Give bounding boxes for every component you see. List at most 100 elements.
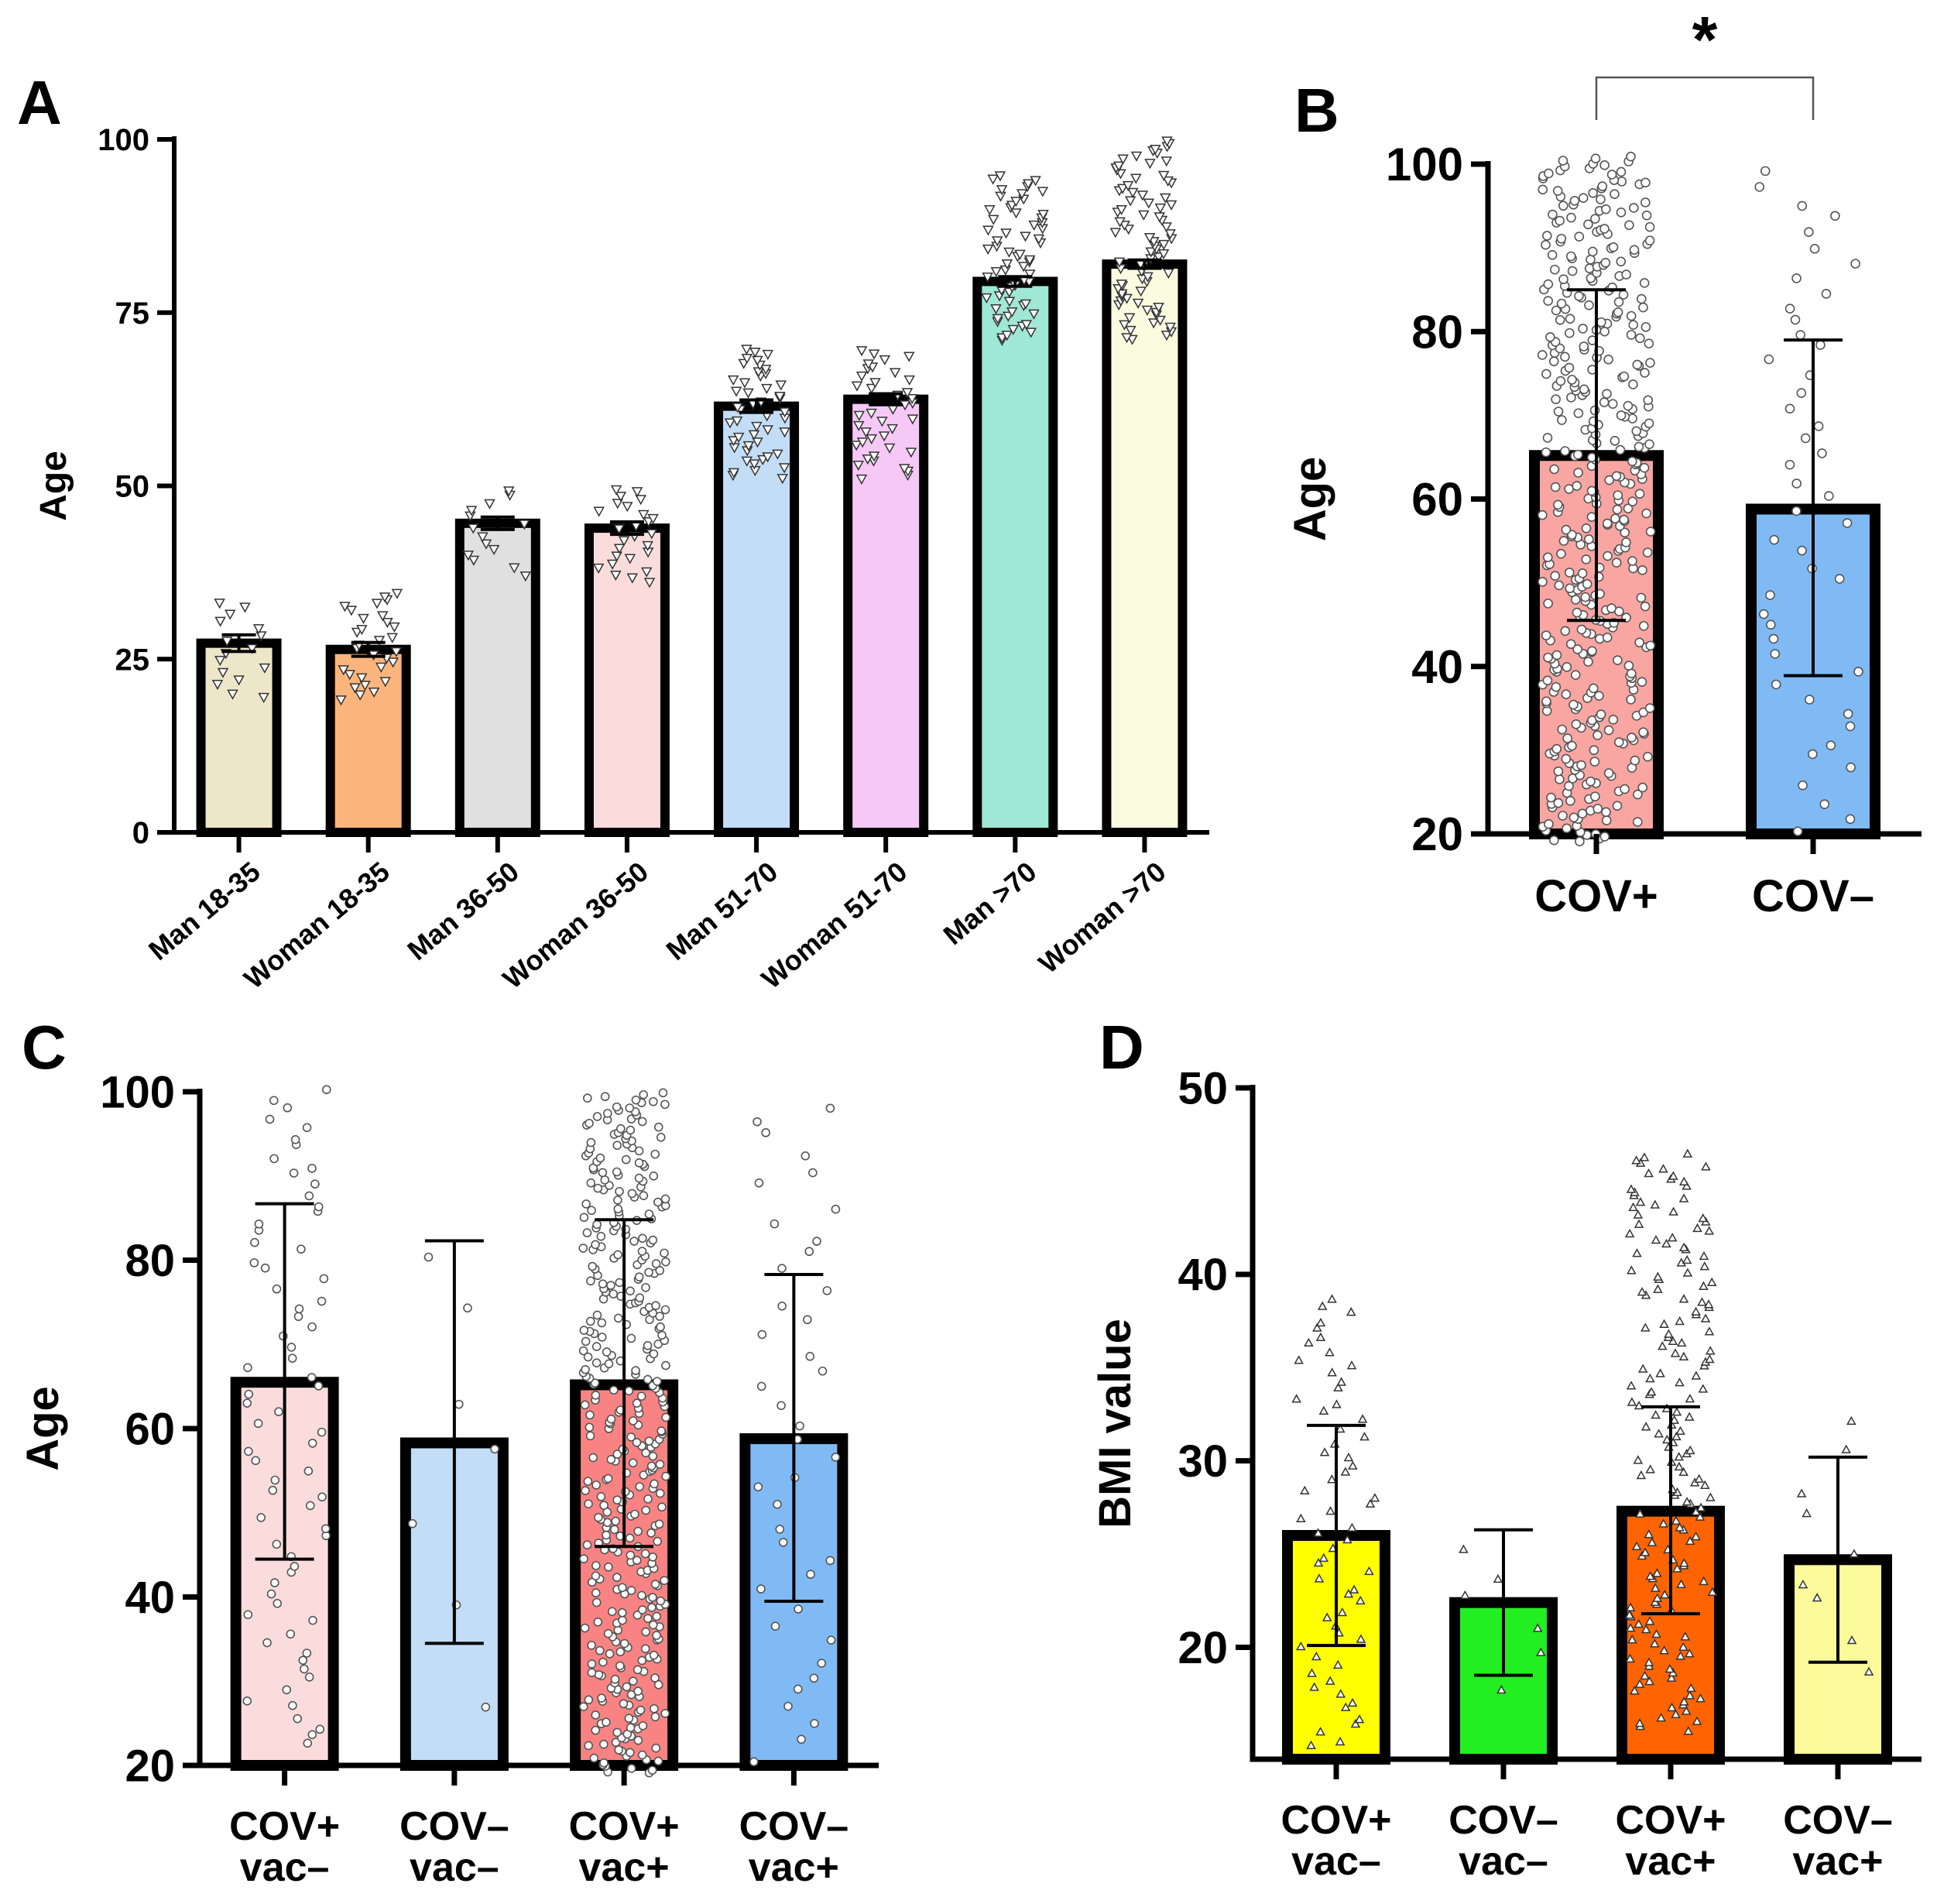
data-point bbox=[1535, 1647, 1546, 1656]
panel-b: B 20 40 60 80 100 Age COV+ COV– * bbox=[1285, 3, 1922, 921]
data-point bbox=[1637, 1287, 1647, 1296]
data-point bbox=[615, 1647, 626, 1657]
data-point bbox=[984, 205, 996, 216]
data-point bbox=[606, 1414, 616, 1424]
data-point bbox=[596, 1231, 606, 1241]
data-point bbox=[1651, 1234, 1661, 1244]
data-point bbox=[635, 1482, 645, 1491]
data-point bbox=[375, 662, 387, 673]
data-point bbox=[610, 570, 622, 581]
data-point bbox=[1343, 1452, 1354, 1462]
data-point bbox=[1644, 235, 1655, 245]
data-point bbox=[592, 1310, 602, 1320]
y-tick-label: 40 bbox=[1411, 641, 1463, 693]
data-point bbox=[1656, 1713, 1666, 1722]
data-point bbox=[650, 1703, 659, 1714]
data-point bbox=[1660, 1590, 1670, 1599]
data-point bbox=[856, 437, 869, 448]
data-point bbox=[728, 468, 740, 479]
data-point bbox=[1561, 753, 1572, 764]
y-tick-label: 50 bbox=[1178, 1063, 1228, 1113]
data-point bbox=[1145, 247, 1157, 258]
data-point bbox=[1846, 762, 1856, 773]
data-point bbox=[1791, 479, 1802, 489]
data-point bbox=[585, 1316, 595, 1326]
data-point bbox=[1770, 649, 1781, 659]
data-point bbox=[749, 1757, 759, 1767]
data-point bbox=[1560, 352, 1570, 362]
data-point bbox=[1136, 190, 1149, 201]
x-tick-label-line: COV– bbox=[739, 1804, 849, 1849]
x-tick-label: COV+ vac+ bbox=[569, 1804, 680, 1890]
data-point bbox=[1325, 1676, 1335, 1685]
data-point bbox=[1601, 807, 1611, 818]
data-point bbox=[761, 1128, 770, 1137]
data-point bbox=[1631, 1155, 1641, 1165]
data-point bbox=[622, 502, 633, 513]
data-point bbox=[1631, 1541, 1642, 1550]
data-point bbox=[1547, 250, 1558, 260]
data-point bbox=[1340, 1467, 1351, 1476]
data-point bbox=[1160, 222, 1172, 233]
data-point bbox=[770, 1219, 780, 1229]
data-point bbox=[579, 1213, 589, 1223]
data-point bbox=[1551, 743, 1562, 754]
data-point bbox=[724, 418, 736, 429]
data-point bbox=[1808, 749, 1818, 760]
data-point bbox=[585, 1410, 595, 1420]
data-point bbox=[1630, 1686, 1640, 1695]
data-point bbox=[1565, 251, 1576, 262]
data-point bbox=[599, 1501, 609, 1510]
data-point bbox=[307, 1373, 317, 1382]
y-tick-label: 100 bbox=[100, 1067, 175, 1117]
data-point bbox=[1792, 826, 1803, 836]
data-point bbox=[1010, 197, 1022, 208]
data-point bbox=[772, 449, 783, 460]
x-tick-label-line: COV+ bbox=[1280, 1798, 1391, 1843]
data-point bbox=[1590, 153, 1601, 164]
data-point bbox=[1619, 371, 1630, 382]
data-point bbox=[626, 1125, 636, 1135]
data-point bbox=[339, 602, 351, 612]
data-point bbox=[1626, 330, 1637, 340]
data-point bbox=[655, 1266, 665, 1275]
data-point bbox=[371, 599, 383, 609]
data-point bbox=[593, 506, 605, 517]
data-point bbox=[751, 421, 763, 432]
data-point bbox=[1553, 798, 1564, 808]
data-point bbox=[1679, 1558, 1689, 1567]
data-point bbox=[1678, 1242, 1689, 1251]
data-point bbox=[587, 1659, 597, 1669]
data-point bbox=[598, 1168, 608, 1178]
data-point bbox=[661, 1360, 670, 1371]
data-point bbox=[297, 1244, 306, 1254]
data-point bbox=[1705, 1353, 1715, 1364]
data-point bbox=[1349, 1584, 1359, 1594]
significance-bracket bbox=[1595, 76, 1815, 120]
data-point bbox=[1575, 836, 1585, 846]
data-point bbox=[1640, 322, 1651, 332]
data-point bbox=[1667, 1702, 1677, 1712]
data-point bbox=[1603, 768, 1614, 778]
data-point bbox=[728, 436, 739, 447]
data-point bbox=[1646, 1387, 1657, 1396]
data-point bbox=[1567, 375, 1577, 385]
data-point bbox=[660, 1709, 670, 1718]
data-point bbox=[1694, 1473, 1704, 1483]
data-point bbox=[1671, 1431, 1682, 1441]
data-point bbox=[1640, 368, 1650, 378]
data-point bbox=[1560, 446, 1570, 456]
data-point bbox=[1692, 1223, 1702, 1233]
data-point bbox=[290, 1562, 300, 1571]
data-point bbox=[214, 656, 226, 667]
data-point bbox=[1685, 1690, 1695, 1700]
data-point bbox=[1805, 695, 1815, 705]
data-point bbox=[293, 1312, 303, 1322]
data-point bbox=[1704, 1326, 1715, 1336]
data-point bbox=[253, 1419, 263, 1429]
data-point bbox=[1318, 1405, 1329, 1415]
data-point bbox=[643, 1374, 653, 1384]
data-point bbox=[1632, 1248, 1642, 1257]
